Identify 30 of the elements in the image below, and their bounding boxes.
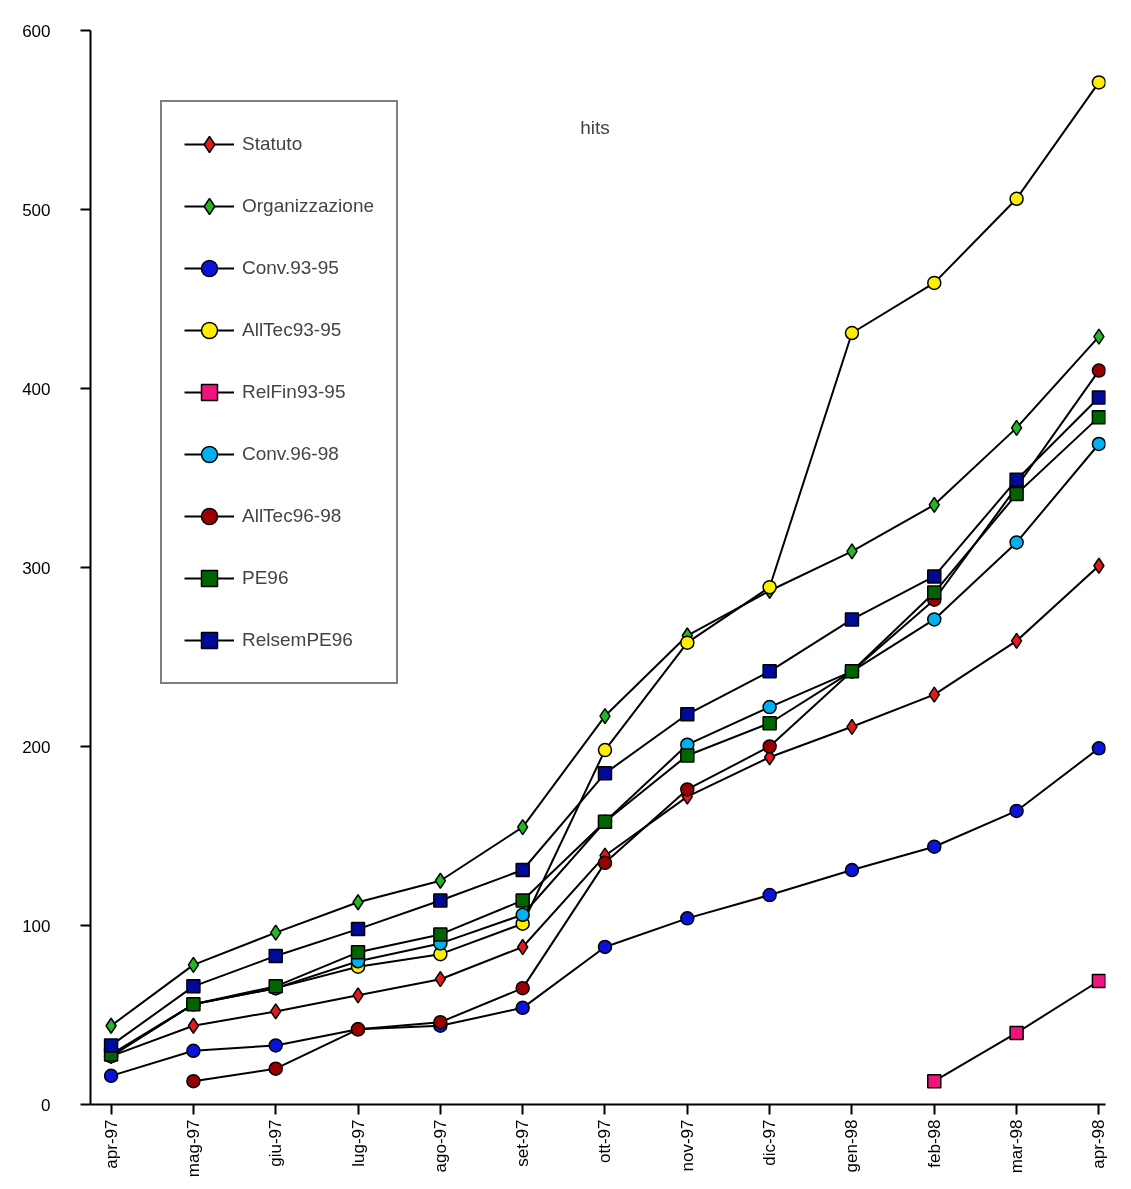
legend-label: PE96	[242, 567, 289, 589]
x-tick-label: gen-98	[842, 1119, 862, 1173]
y-tick-label: 300	[22, 558, 51, 578]
legend-label: Organizzazione	[242, 195, 375, 217]
x-tick-label: feb-98	[924, 1119, 944, 1168]
x-tick-label: giu-97	[266, 1119, 286, 1167]
x-tick-label: dic-97	[760, 1119, 780, 1166]
x-tick-label: set-97	[513, 1119, 533, 1167]
y-tick-label: 200	[22, 737, 51, 757]
x-tick-label: nov-97	[677, 1119, 697, 1172]
y-tick-label: 100	[22, 916, 51, 936]
x-tick-label: ago-97	[430, 1119, 450, 1173]
y-tick-label: 400	[22, 379, 51, 399]
legend-label: Conv.96-98	[242, 443, 339, 465]
x-tick-label: lug-97	[348, 1119, 368, 1167]
legend-label: Statuto	[242, 133, 303, 155]
y-tick-label: 0	[41, 1095, 51, 1115]
x-tick-label: mar-98	[1007, 1119, 1027, 1174]
legend-label: RelFin93-95	[242, 381, 346, 403]
x-tick-label: mag-97	[183, 1119, 203, 1178]
legend-label: Conv.93-95	[242, 257, 339, 279]
legend-label: AllTec93-95	[242, 319, 342, 341]
y-tick-label: 600	[22, 21, 51, 41]
x-tick-label: apr-98	[1089, 1119, 1109, 1169]
annotation: hits	[580, 116, 610, 138]
y-tick-label: 500	[22, 200, 51, 220]
legend-label: RelsemPE96	[242, 629, 353, 651]
legend-label: AllTec96-98	[242, 505, 342, 527]
x-tick-label: apr-97	[101, 1119, 121, 1169]
x-tick-label: ott-97	[595, 1119, 615, 1163]
